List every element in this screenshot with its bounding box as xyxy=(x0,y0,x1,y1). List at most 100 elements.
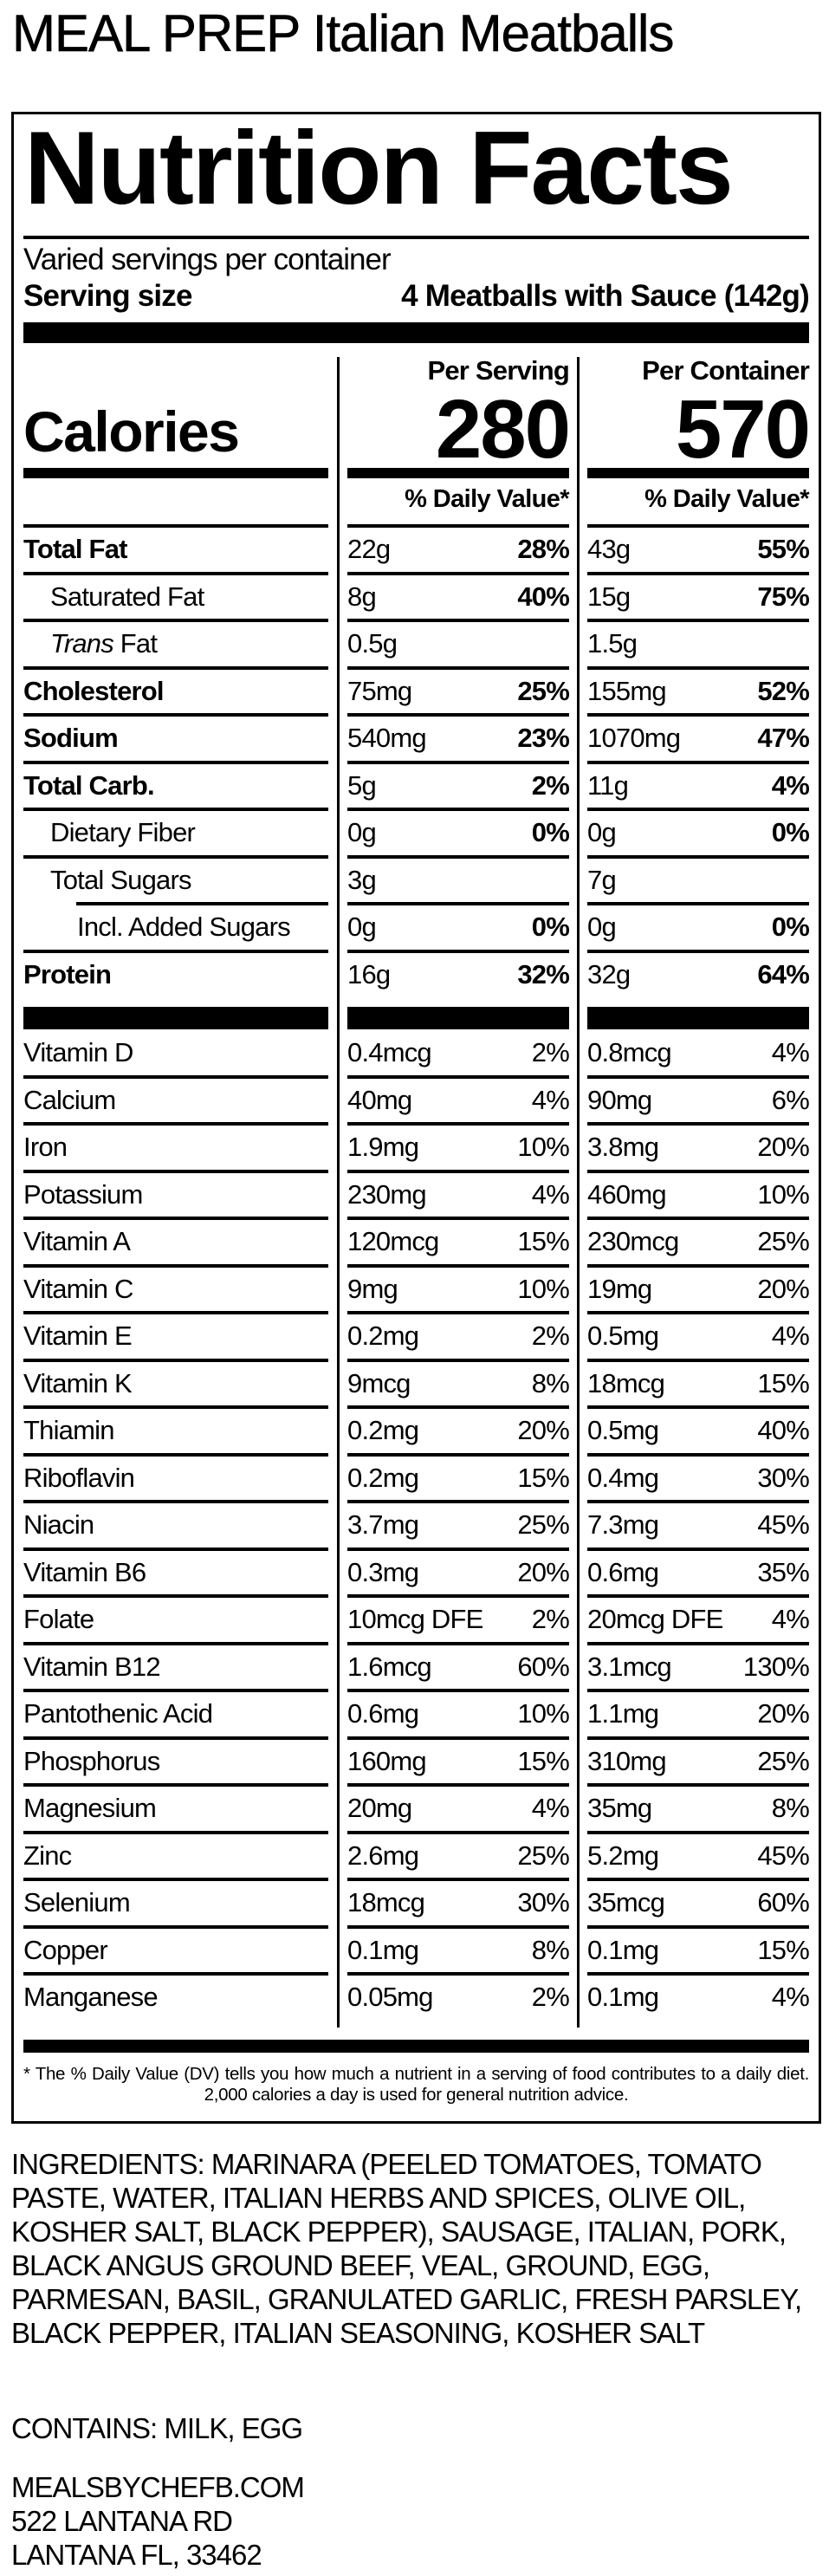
nutrient-row: Cholesterol 75mg 25% 155mg 52% xyxy=(23,670,810,717)
per-serving-amount: 0.4mcg xyxy=(347,1037,432,1067)
nutrient-row: Vitamin B12 1.6mcg 60% 3.1mcg 130% xyxy=(23,1645,810,1692)
per-container-amount: 0.1mg xyxy=(587,1982,659,2012)
nutrient-row: Vitamin C 9mg 10% 19mg 20% xyxy=(23,1268,810,1314)
per-serving-amount: 0g xyxy=(347,912,377,942)
nutrient-name-cell: Vitamin K xyxy=(23,1362,328,1409)
nutrient-row: Protein 16g 32% 32g 64% xyxy=(23,953,810,1001)
per-container-amount: 15g xyxy=(587,581,631,612)
nutrient-name-cell: Total Sugars xyxy=(23,859,328,903)
nutrient-name: Trans Fat xyxy=(50,628,158,659)
nutrient-name: Calcium xyxy=(23,1084,116,1115)
serving-size-label: Serving size xyxy=(23,279,192,313)
calories-bar xyxy=(587,468,809,478)
per-container-amount: 0.8mcg xyxy=(587,1037,672,1067)
nutrient-name-cell: Vitamin B6 xyxy=(23,1551,328,1598)
per-serving-daily-value: 32% xyxy=(517,958,569,990)
per-container-daily-value: 40% xyxy=(757,1415,809,1445)
per-container-daily-value: 45% xyxy=(757,1840,809,1871)
per-serving-amount: 0.05mg xyxy=(347,1982,433,2012)
allergens: CONTAINS: MILK, EGG xyxy=(11,2412,303,2444)
nutrient-name: Vitamin B6 xyxy=(23,1556,146,1587)
per-container-daily-value: 60% xyxy=(757,1887,809,1917)
per-serving-daily-value: 60% xyxy=(517,1651,569,1682)
nutrient-row: Pantothenic Acid 0.6mg 10% 1.1mg 20% xyxy=(23,1692,810,1740)
per-container-cell: 460mg 10% xyxy=(587,1173,810,1220)
per-container-amount: 20mcg DFE xyxy=(587,1604,723,1634)
per-container-daily-value: 52% xyxy=(757,675,809,706)
nutrient-name-cell: Vitamin E xyxy=(23,1314,328,1362)
nutrient-name-cell: Selenium xyxy=(23,1881,328,1929)
per-serving-daily-value: 2% xyxy=(531,769,570,801)
nutrient-name: Magnesium xyxy=(23,1793,157,1823)
per-container-daily-value: 25% xyxy=(757,1226,809,1256)
thick-divider xyxy=(23,2040,809,2053)
nutrient-name: Thiamin xyxy=(23,1415,114,1445)
nutrient-name-cell: Iron xyxy=(23,1126,328,1173)
per-container-amount: 1.1mg xyxy=(587,1698,659,1729)
nutrient-name: Vitamin D xyxy=(23,1037,133,1067)
per-container-amount: 0.6mg xyxy=(587,1556,659,1587)
per-container-amount: 32g xyxy=(587,958,631,990)
per-serving-cell: 0.3mg 20% xyxy=(347,1551,570,1598)
nutrient-row: Copper 0.1mg 8% 0.1mg 15% xyxy=(23,1929,810,1976)
per-serving-cell: 22g 28% xyxy=(347,528,570,575)
per-serving-amount: 20mg xyxy=(347,1793,412,1823)
nutrient-name-cell: Dietary Fiber xyxy=(23,811,328,859)
nutrient-row: Vitamin E 0.2mg 2% 0.5mg 4% xyxy=(23,1314,810,1362)
per-serving-cell: 1.6mcg 60% xyxy=(347,1645,570,1692)
nutrient-name-cell: Thiamin xyxy=(23,1409,328,1457)
per-serving-amount: 0.2mg xyxy=(347,1320,419,1351)
nutrient-name: Phosphorus xyxy=(23,1745,160,1776)
per-container-cell: 155mg 52% xyxy=(587,670,810,717)
per-container-daily-value: 35% xyxy=(757,1556,809,1587)
per-container-amount: 0.1mg xyxy=(587,1934,659,1965)
per-serving-amount: 0.2mg xyxy=(347,1462,419,1493)
nutrient-row: Total Carb. 5g 2% 11g 4% xyxy=(23,764,810,811)
per-container-amount: 90mg xyxy=(587,1084,652,1115)
per-container-daily-value: 20% xyxy=(757,1698,809,1729)
per-serving-cell: 160mg 15% xyxy=(347,1740,570,1787)
per-container-daily-value: 0% xyxy=(771,912,810,942)
per-container-amount: 7.3mg xyxy=(587,1509,659,1540)
per-container-daily-value: 15% xyxy=(757,1934,809,1965)
per-container-amount: 0.5mg xyxy=(587,1415,659,1445)
nutrient-name: Vitamin C xyxy=(23,1273,133,1304)
ingredients: INGREDIENTS: MARINARA (PEELED TOMATOES, … xyxy=(11,2148,802,2349)
per-container-daily-value: 20% xyxy=(757,1132,809,1162)
per-serving-cell: 0.05mg 2% xyxy=(347,1976,570,2020)
nutrient-name-cell: Total Fat xyxy=(23,528,328,575)
divider xyxy=(23,524,328,528)
per-container-daily-value: 4% xyxy=(771,1320,810,1351)
per-serving-amount: 0.1mg xyxy=(347,1934,419,1965)
per-container-amount: 155mg xyxy=(587,675,667,706)
divider xyxy=(347,524,569,528)
nutrient-name: Vitamin E xyxy=(23,1320,133,1351)
per-serving-amount: 1.9mg xyxy=(347,1132,419,1162)
per-serving-daily-value: 4% xyxy=(531,1178,570,1210)
nutrient-row: Manganese 0.05mg 2% 0.1mg 4% xyxy=(23,1976,810,2023)
nutrient-name: Niacin xyxy=(23,1509,94,1540)
nutrient-row: Trans Fat 0.5g 1.5g xyxy=(23,622,809,670)
per-serving-daily-value: 25% xyxy=(517,675,569,706)
per-serving-amount: 3.7mg xyxy=(347,1509,419,1540)
per-serving-amount: 0.6mg xyxy=(347,1698,419,1729)
per-serving-cell: 0g 0% xyxy=(347,811,570,859)
per-container-daily-value: 6% xyxy=(771,1084,810,1115)
nutrient-name-cell: Calcium xyxy=(23,1079,328,1126)
per-serving-cell: 0.2mg 15% xyxy=(347,1457,570,1503)
per-serving-daily-value: 30% xyxy=(517,1887,569,1917)
product-title: MEAL PREP Italian Meatballs xyxy=(12,4,675,63)
divider xyxy=(23,236,809,239)
nutrient-name-cell: Vitamin B12 xyxy=(23,1645,328,1692)
per-container-cell: 1.1mg 20% xyxy=(587,1692,810,1740)
per-container-daily-value: 4% xyxy=(771,1604,810,1634)
per-serving-amount: 540mg xyxy=(347,723,427,753)
per-container-daily-value: 4% xyxy=(771,1982,810,2012)
per-container-amount: 11g xyxy=(587,769,629,801)
per-container-cell: 0.1mg 4% xyxy=(587,1976,810,2020)
nutrient-row: Zinc 2.6mg 25% 5.2mg 45% xyxy=(23,1834,810,1881)
per-serving-daily-value: 10% xyxy=(517,1273,569,1304)
nutrient-name: Saturated Fat xyxy=(50,581,204,612)
per-serving-daily-value: 10% xyxy=(517,1698,569,1729)
nutrient-name: Pantothenic Acid xyxy=(23,1698,213,1729)
